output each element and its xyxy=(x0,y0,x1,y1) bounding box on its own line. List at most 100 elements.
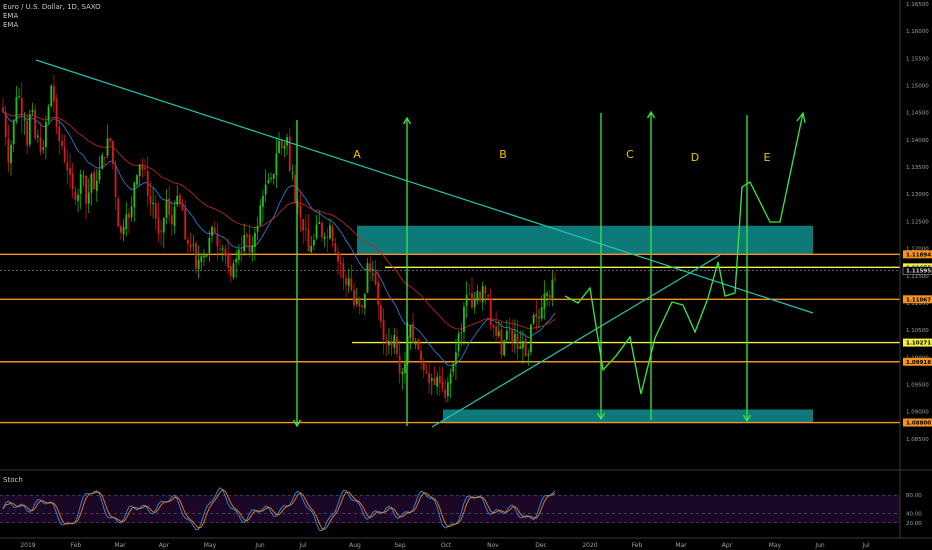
candle-body xyxy=(128,213,130,219)
measure-arrow-down-head xyxy=(596,412,606,421)
candle-body xyxy=(111,141,114,164)
candle-body xyxy=(532,314,535,324)
candle-body xyxy=(312,239,315,246)
y-tick-label: 1.13000 xyxy=(906,192,929,198)
candle-body xyxy=(337,252,339,262)
candle-body xyxy=(302,219,305,231)
candle-body xyxy=(524,338,527,357)
candle-body xyxy=(237,249,240,260)
candle-body xyxy=(251,245,254,253)
candle-body xyxy=(321,223,323,238)
candle-body xyxy=(463,306,465,333)
projection-path xyxy=(564,112,804,395)
candle-body xyxy=(61,141,63,146)
candle-body xyxy=(369,263,372,272)
candle-body xyxy=(42,147,45,150)
candle-body xyxy=(377,282,380,305)
candle-body xyxy=(385,340,388,344)
candle-body xyxy=(471,292,473,308)
candle-body xyxy=(31,109,34,113)
candle-body xyxy=(393,335,396,348)
candle-body xyxy=(543,293,546,309)
candle-body xyxy=(136,175,138,185)
candle-body xyxy=(103,156,106,158)
projection-head xyxy=(796,111,806,124)
price-badge-label: 1.11595 xyxy=(906,269,931,275)
candle-body xyxy=(203,255,205,258)
candle-body xyxy=(90,174,93,193)
candle-body xyxy=(382,319,385,340)
candle-body xyxy=(152,202,154,205)
candle-body xyxy=(503,340,506,356)
candle-body xyxy=(492,325,495,328)
y-tick-label: 1.16500 xyxy=(906,2,929,8)
candle-body xyxy=(548,294,551,300)
x-tick-label: Oct xyxy=(441,542,452,549)
candle-body xyxy=(232,263,235,278)
zone-label: E xyxy=(764,151,771,164)
y-tick-label: 1.12500 xyxy=(906,219,929,225)
candle-body xyxy=(264,184,267,195)
ema-indicator-1[interactable]: EMA xyxy=(3,12,19,20)
candle-body xyxy=(176,195,179,205)
candle-body xyxy=(138,164,141,177)
candle-body xyxy=(10,144,12,164)
candle-body xyxy=(334,243,337,252)
candle-body xyxy=(396,336,398,355)
zone-label: C xyxy=(626,148,634,161)
x-tick-label: Apr xyxy=(159,542,170,549)
candle-body xyxy=(213,228,216,233)
candle-body xyxy=(106,138,109,156)
candle-body xyxy=(229,265,232,276)
candle-body xyxy=(361,305,364,308)
ema-indicator-2[interactable]: EMA xyxy=(3,21,19,29)
candle-body xyxy=(235,258,238,263)
candle-body xyxy=(412,323,414,343)
candle-body xyxy=(146,170,149,196)
target-zone xyxy=(443,409,813,423)
candle-body xyxy=(47,106,50,122)
candle-body xyxy=(93,172,96,190)
ema-fast-line xyxy=(2,111,556,367)
symbol-title[interactable]: Euro / U.S. Dollar, 1D, SAXO xyxy=(3,3,101,11)
candle-body xyxy=(417,338,420,350)
candle-body xyxy=(101,155,104,169)
candle-body xyxy=(227,253,230,268)
candle-body xyxy=(4,112,7,138)
candle-body xyxy=(173,206,176,227)
candle-body xyxy=(457,333,460,352)
candle-body xyxy=(296,204,299,207)
candle-body xyxy=(430,378,433,381)
x-tick-label: Apr xyxy=(722,542,733,549)
candle-body xyxy=(310,245,313,253)
candle-body xyxy=(522,340,524,349)
stoch-title[interactable]: Stoch xyxy=(3,476,23,484)
candle-body xyxy=(165,199,168,218)
candle-body xyxy=(197,260,200,270)
x-tick-label: Jul xyxy=(298,542,307,549)
candle-body xyxy=(262,195,264,207)
candle-body xyxy=(39,137,42,152)
candle-body xyxy=(117,198,120,227)
candle-body xyxy=(195,243,197,269)
stoch-k-line xyxy=(2,487,556,532)
price-badge xyxy=(903,418,932,427)
candle-body xyxy=(243,235,246,252)
candle-body xyxy=(7,138,10,163)
ascending-trendline xyxy=(431,254,721,428)
candle-body xyxy=(98,170,101,180)
candle-body xyxy=(192,244,195,246)
candle-body xyxy=(149,195,152,205)
candle-body xyxy=(425,372,428,374)
candle-body xyxy=(221,248,224,250)
candle-body xyxy=(299,205,302,218)
x-tick-label: Jun xyxy=(814,542,825,549)
y-tick-label: 1.08500 xyxy=(906,437,929,443)
candle-body xyxy=(275,153,278,175)
candle-body xyxy=(74,191,77,200)
candle-body xyxy=(527,354,530,356)
candle-body xyxy=(441,381,444,389)
candle-body xyxy=(484,286,487,294)
zones-layer xyxy=(357,225,813,423)
